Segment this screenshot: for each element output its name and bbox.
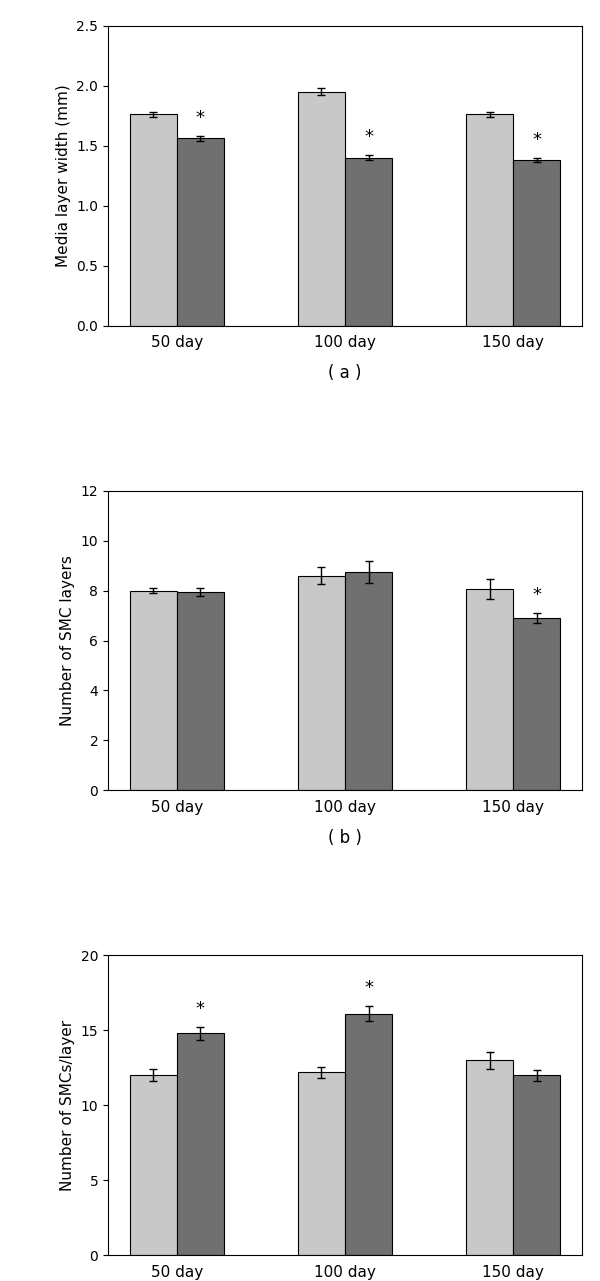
- Text: *: *: [364, 128, 373, 146]
- Bar: [345, 1015, 392, 1255]
- Y-axis label: Media layer width (mm): Media layer width (mm): [56, 85, 71, 266]
- Bar: [176, 592, 224, 790]
- Text: *: *: [364, 980, 373, 998]
- Bar: [466, 1061, 514, 1255]
- Bar: [130, 591, 176, 790]
- Bar: [176, 1034, 224, 1255]
- Bar: [345, 158, 392, 325]
- X-axis label: ( a ): ( a ): [328, 364, 362, 382]
- Bar: [130, 1076, 176, 1255]
- Bar: [298, 92, 345, 325]
- Text: *: *: [532, 585, 541, 605]
- Bar: [514, 617, 560, 790]
- Bar: [298, 575, 345, 790]
- X-axis label: ( b ): ( b ): [328, 829, 362, 847]
- Y-axis label: Number of SMC layers: Number of SMC layers: [60, 555, 75, 726]
- Bar: [130, 114, 176, 325]
- Y-axis label: Number of SMCs/layer: Number of SMCs/layer: [60, 1020, 75, 1191]
- Text: *: *: [532, 131, 541, 149]
- Text: *: *: [196, 999, 205, 1017]
- Bar: [466, 589, 514, 790]
- Text: *: *: [196, 109, 205, 127]
- Bar: [466, 114, 514, 325]
- Bar: [176, 138, 224, 325]
- Bar: [345, 571, 392, 790]
- Bar: [298, 1072, 345, 1255]
- Bar: [514, 1076, 560, 1255]
- Bar: [514, 160, 560, 325]
